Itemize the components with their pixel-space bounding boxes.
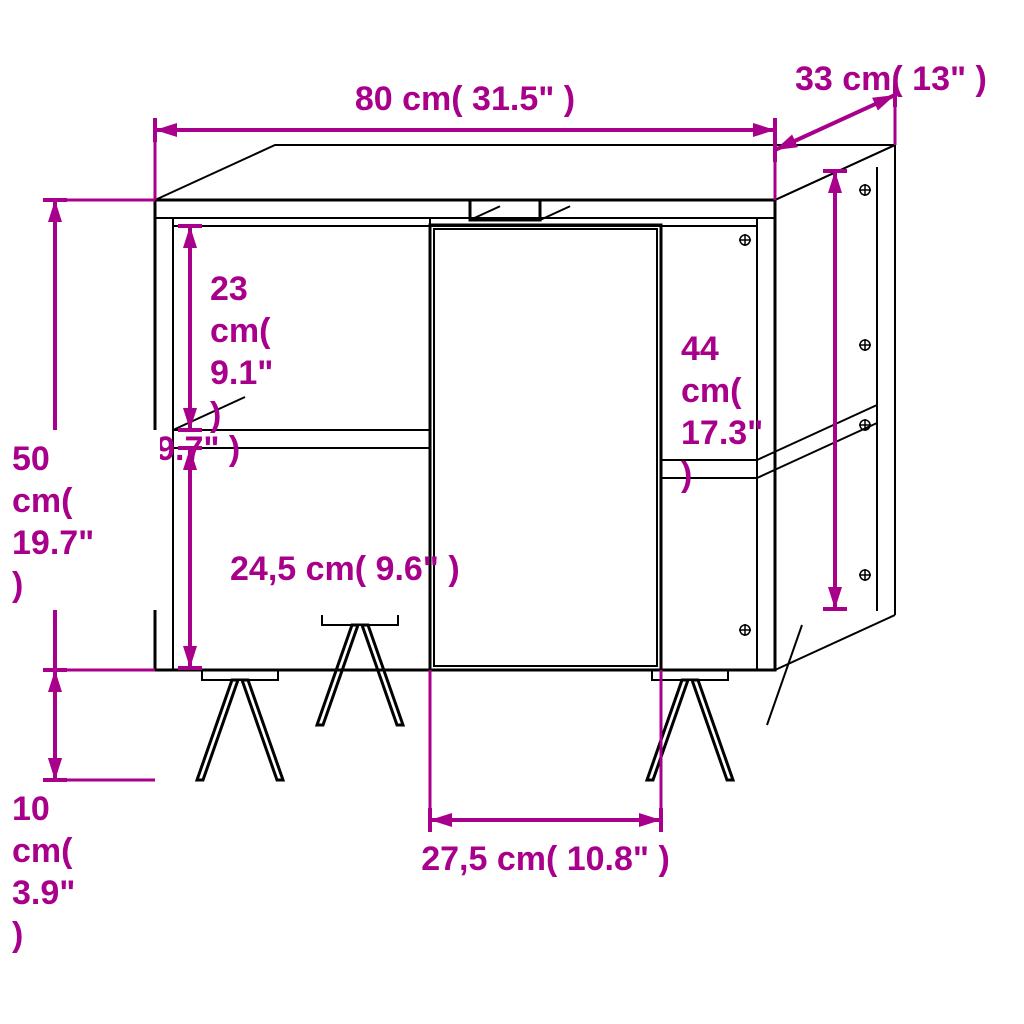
svg-text:23: 23	[210, 270, 248, 308]
svg-text:): )	[12, 916, 23, 954]
svg-text:cm(: cm(	[12, 832, 73, 870]
svg-text:17.3": 17.3"	[681, 414, 763, 452]
svg-text:): )	[12, 566, 23, 604]
svg-text:33 cm( 13" ): 33 cm( 13" )	[795, 60, 987, 98]
svg-text:cm(: cm(	[681, 372, 742, 410]
svg-text:24,5 cm( 9.6" ): 24,5 cm( 9.6" )	[230, 550, 460, 588]
svg-text:cm(: cm(	[210, 312, 271, 350]
svg-text:cm(: cm(	[12, 482, 73, 520]
svg-text:): )	[681, 456, 692, 494]
svg-text:50: 50	[12, 440, 50, 478]
svg-text:10: 10	[12, 790, 50, 828]
svg-text:19.7": 19.7"	[12, 524, 94, 562]
svg-text:27,5 cm( 10.8" ): 27,5 cm( 10.8" )	[421, 840, 670, 878]
svg-text:3.9": 3.9"	[12, 874, 75, 912]
svg-text:80 cm( 31.5" ): 80 cm( 31.5" )	[355, 80, 575, 118]
dimension-drawing: 80 cm( 31.5" ) 33 cm( 13" ) 50 cm( 19.7" )…	[0, 0, 1024, 1024]
svg-text:): )	[210, 396, 221, 434]
svg-text:9.1": 9.1"	[210, 354, 273, 392]
svg-text:44: 44	[681, 330, 719, 368]
